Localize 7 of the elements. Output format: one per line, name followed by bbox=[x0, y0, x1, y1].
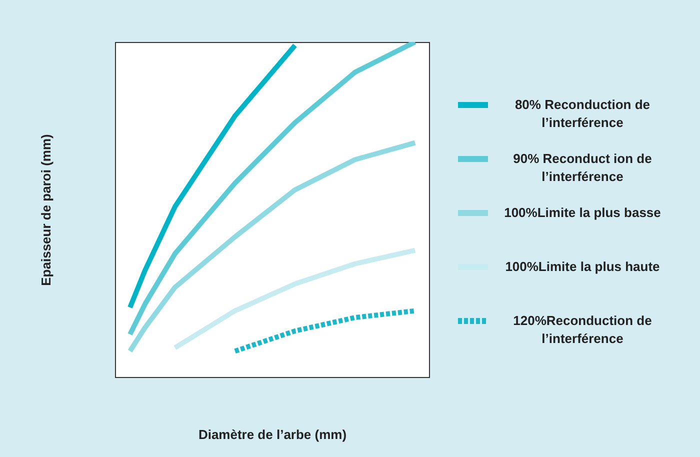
legend-label: 100%Limite la plus basse bbox=[503, 204, 662, 222]
legend-label: 120%Reconduction de l’interférence bbox=[512, 312, 653, 348]
legend-label: 100%Limite la plus haute bbox=[504, 258, 661, 276]
x-axis-title: Diamètre de l’arbe (mm) bbox=[197, 427, 348, 442]
legend-label: 90% Reconduct ion de l’interférence bbox=[512, 150, 653, 186]
legend-label: 80% Reconduction de l’interférence bbox=[514, 96, 652, 132]
y-axis-title: Epaisseur de paroi (mm) bbox=[38, 134, 54, 286]
